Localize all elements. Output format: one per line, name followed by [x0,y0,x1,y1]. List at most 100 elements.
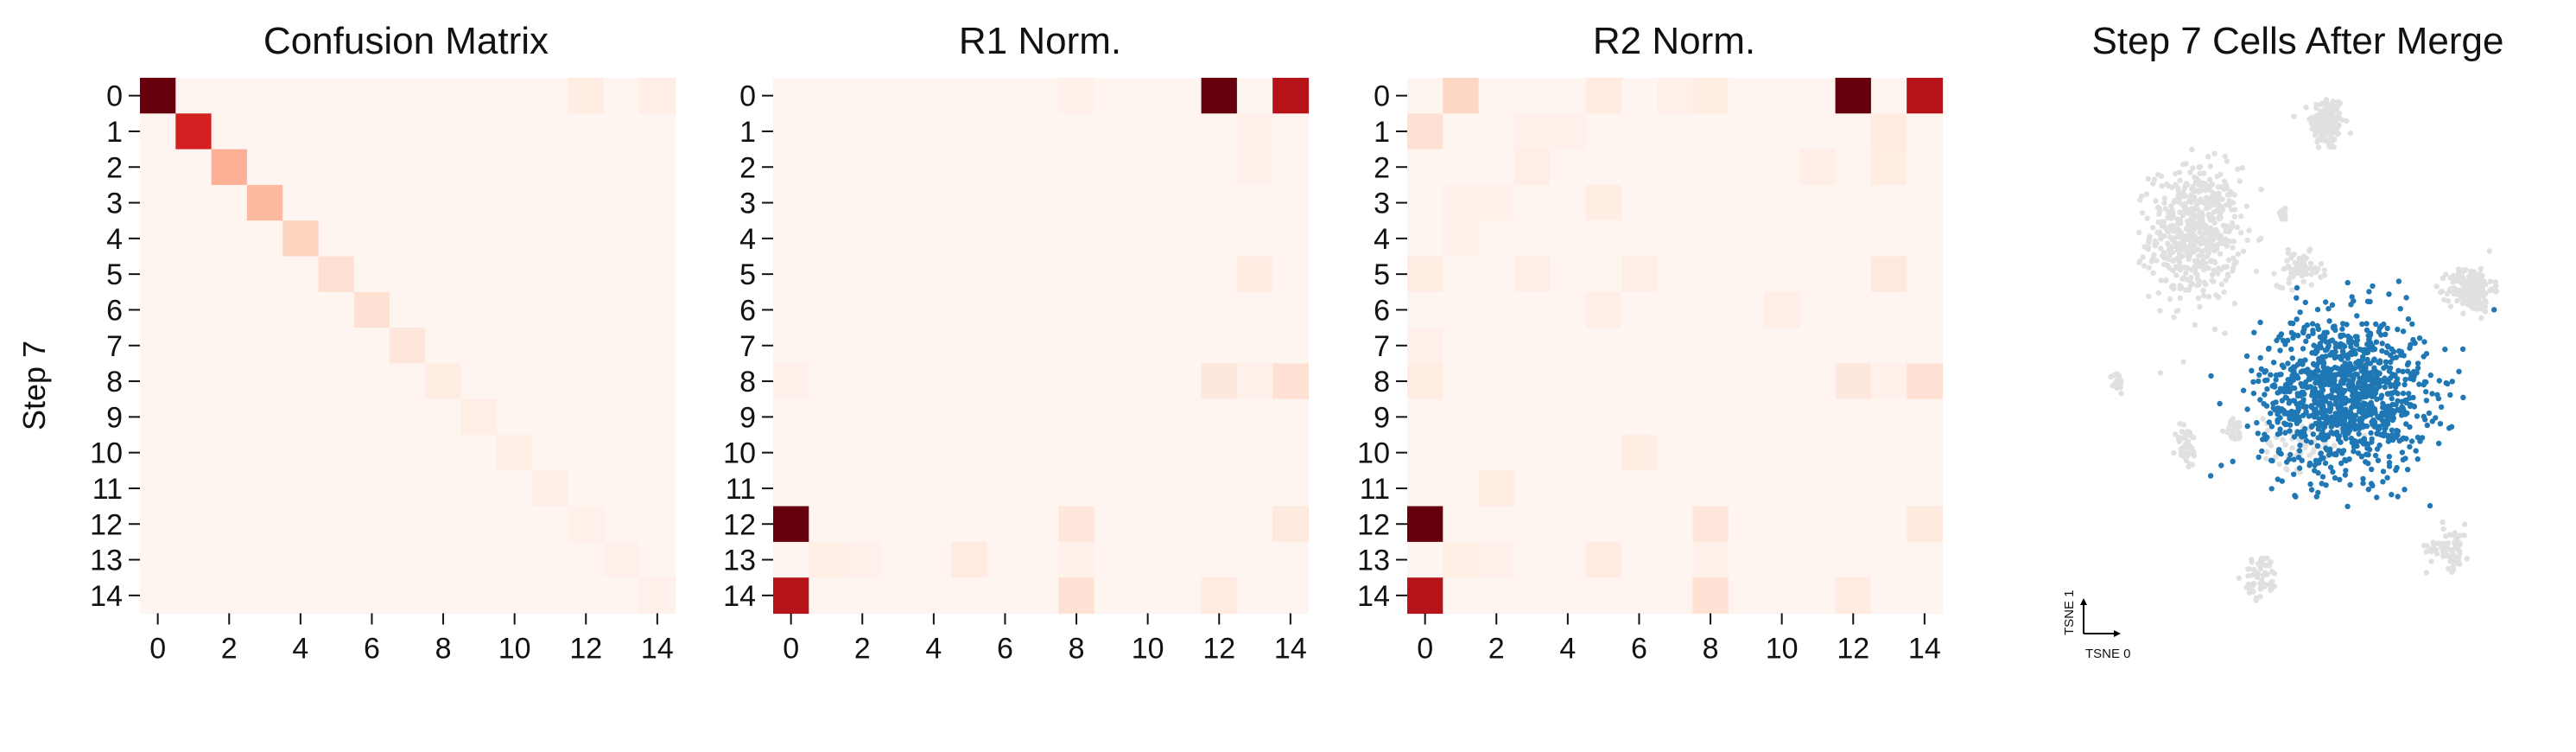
heatmap-cell [809,470,846,507]
scatter-point [2180,359,2186,365]
scatter-point [2289,444,2295,451]
heatmap-cell [1058,506,1095,543]
y-tick-label: 11 [1360,473,1390,506]
heatmap-cell [318,149,355,186]
scatter-point [2231,192,2237,198]
heatmap-cell [318,256,355,293]
scatter-point [2271,271,2277,277]
scatter-point [2250,390,2257,397]
scatter-point [2409,321,2415,328]
scatter-point [2327,449,2333,455]
heatmap-cell [1236,506,1273,543]
scatter-point [2172,197,2178,204]
heatmap-cell [1201,184,1238,221]
scatter-point [2210,189,2216,196]
heatmap-cell [1165,398,1202,436]
heatmap-cell [532,577,569,615]
heatmap-cell [282,363,320,400]
heatmap-cell [844,220,881,258]
scatter-point [2433,284,2440,290]
heatmap-cell [460,220,498,258]
scatter-point [2209,182,2216,188]
scatter-point [2292,385,2298,392]
scatter-point [2366,289,2372,295]
heatmap-cell [1094,577,1131,615]
scatter-point [2207,473,2214,479]
heatmap-cell [390,541,426,578]
scatter-point [2441,296,2447,303]
heatmap-cell [1764,506,1800,543]
scatter-point [2452,534,2459,540]
heatmap-cell [809,291,846,328]
heatmap-cell [1907,470,1944,507]
heatmap-cell [1023,435,1059,471]
heatmap-cell [140,541,176,578]
heatmap-cell [1094,256,1131,293]
scatter-point [2353,390,2359,396]
scatter-point [2385,408,2391,415]
x-tick-label: 2 [1488,633,1505,666]
scatter-point [2315,144,2322,150]
scatter-point [2301,262,2307,268]
heatmap-cell [1621,541,1658,578]
heatmap-cell [211,470,248,507]
scatter-point [2338,378,2344,385]
heatmap-cell [353,78,390,114]
scatter-point [2404,361,2411,368]
heatmap-cell [1657,256,1693,293]
heatmap-cell [987,149,1024,186]
scatter-point [2279,478,2285,484]
scatter-point [2392,372,2398,378]
heatmap-cell [1130,541,1166,578]
scatter-point [2436,440,2442,447]
scatter-point [2363,423,2370,430]
scatter-point [2359,366,2365,373]
scatter-point [2203,281,2209,288]
scatter-point [2428,558,2434,564]
heatmap-cell [353,113,390,150]
heatmap-cell [951,256,988,293]
scatter-point [2167,296,2173,303]
scatter-point [2329,352,2336,358]
heatmap-cell [1728,541,1765,578]
heatmap-cell [1130,78,1166,114]
scatter-point [2259,448,2265,455]
heatmap-cell [1692,363,1729,400]
heatmap-cell [1443,113,1480,150]
heatmap-cell [246,577,283,615]
scatter-point [2319,474,2326,480]
heatmap-cell [1870,398,1907,436]
heatmap-cell [916,541,953,578]
scatter-point [2405,467,2411,473]
scatter-point [2257,397,2263,403]
heatmap-cell [1550,328,1587,364]
heatmap-cell [1550,113,1587,150]
scatter-point [2368,430,2374,437]
heatmap-cell [809,577,846,615]
y-tick-label: 6 [106,294,123,327]
heatmap-cell [211,113,248,150]
scatter-point [2161,200,2167,207]
scatter-point [2447,392,2453,398]
heatmap-cell [951,541,988,578]
scatter-point [2158,236,2164,242]
heatmap-cell [1692,435,1729,471]
scatter-point [2357,396,2363,402]
heatmap-cell [1550,220,1587,258]
heatmap-cell [353,363,390,400]
scatter-point [2260,416,2266,422]
heatmap-cell [1835,78,1872,114]
scatter-point [2314,306,2321,313]
scatter-point [2402,411,2408,417]
heatmap-cell [1513,541,1551,578]
scatter-point [2168,215,2174,221]
heatmap-cell [282,577,320,615]
scatter-point [2189,186,2195,192]
heatmap-cell [987,78,1024,114]
heatmap-cell [246,363,283,400]
scatter-point [2176,200,2183,206]
heatmap-cell [773,541,809,578]
scatter-point [2414,360,2421,366]
heatmap-cell [879,328,917,364]
scatter-point [2374,396,2380,403]
